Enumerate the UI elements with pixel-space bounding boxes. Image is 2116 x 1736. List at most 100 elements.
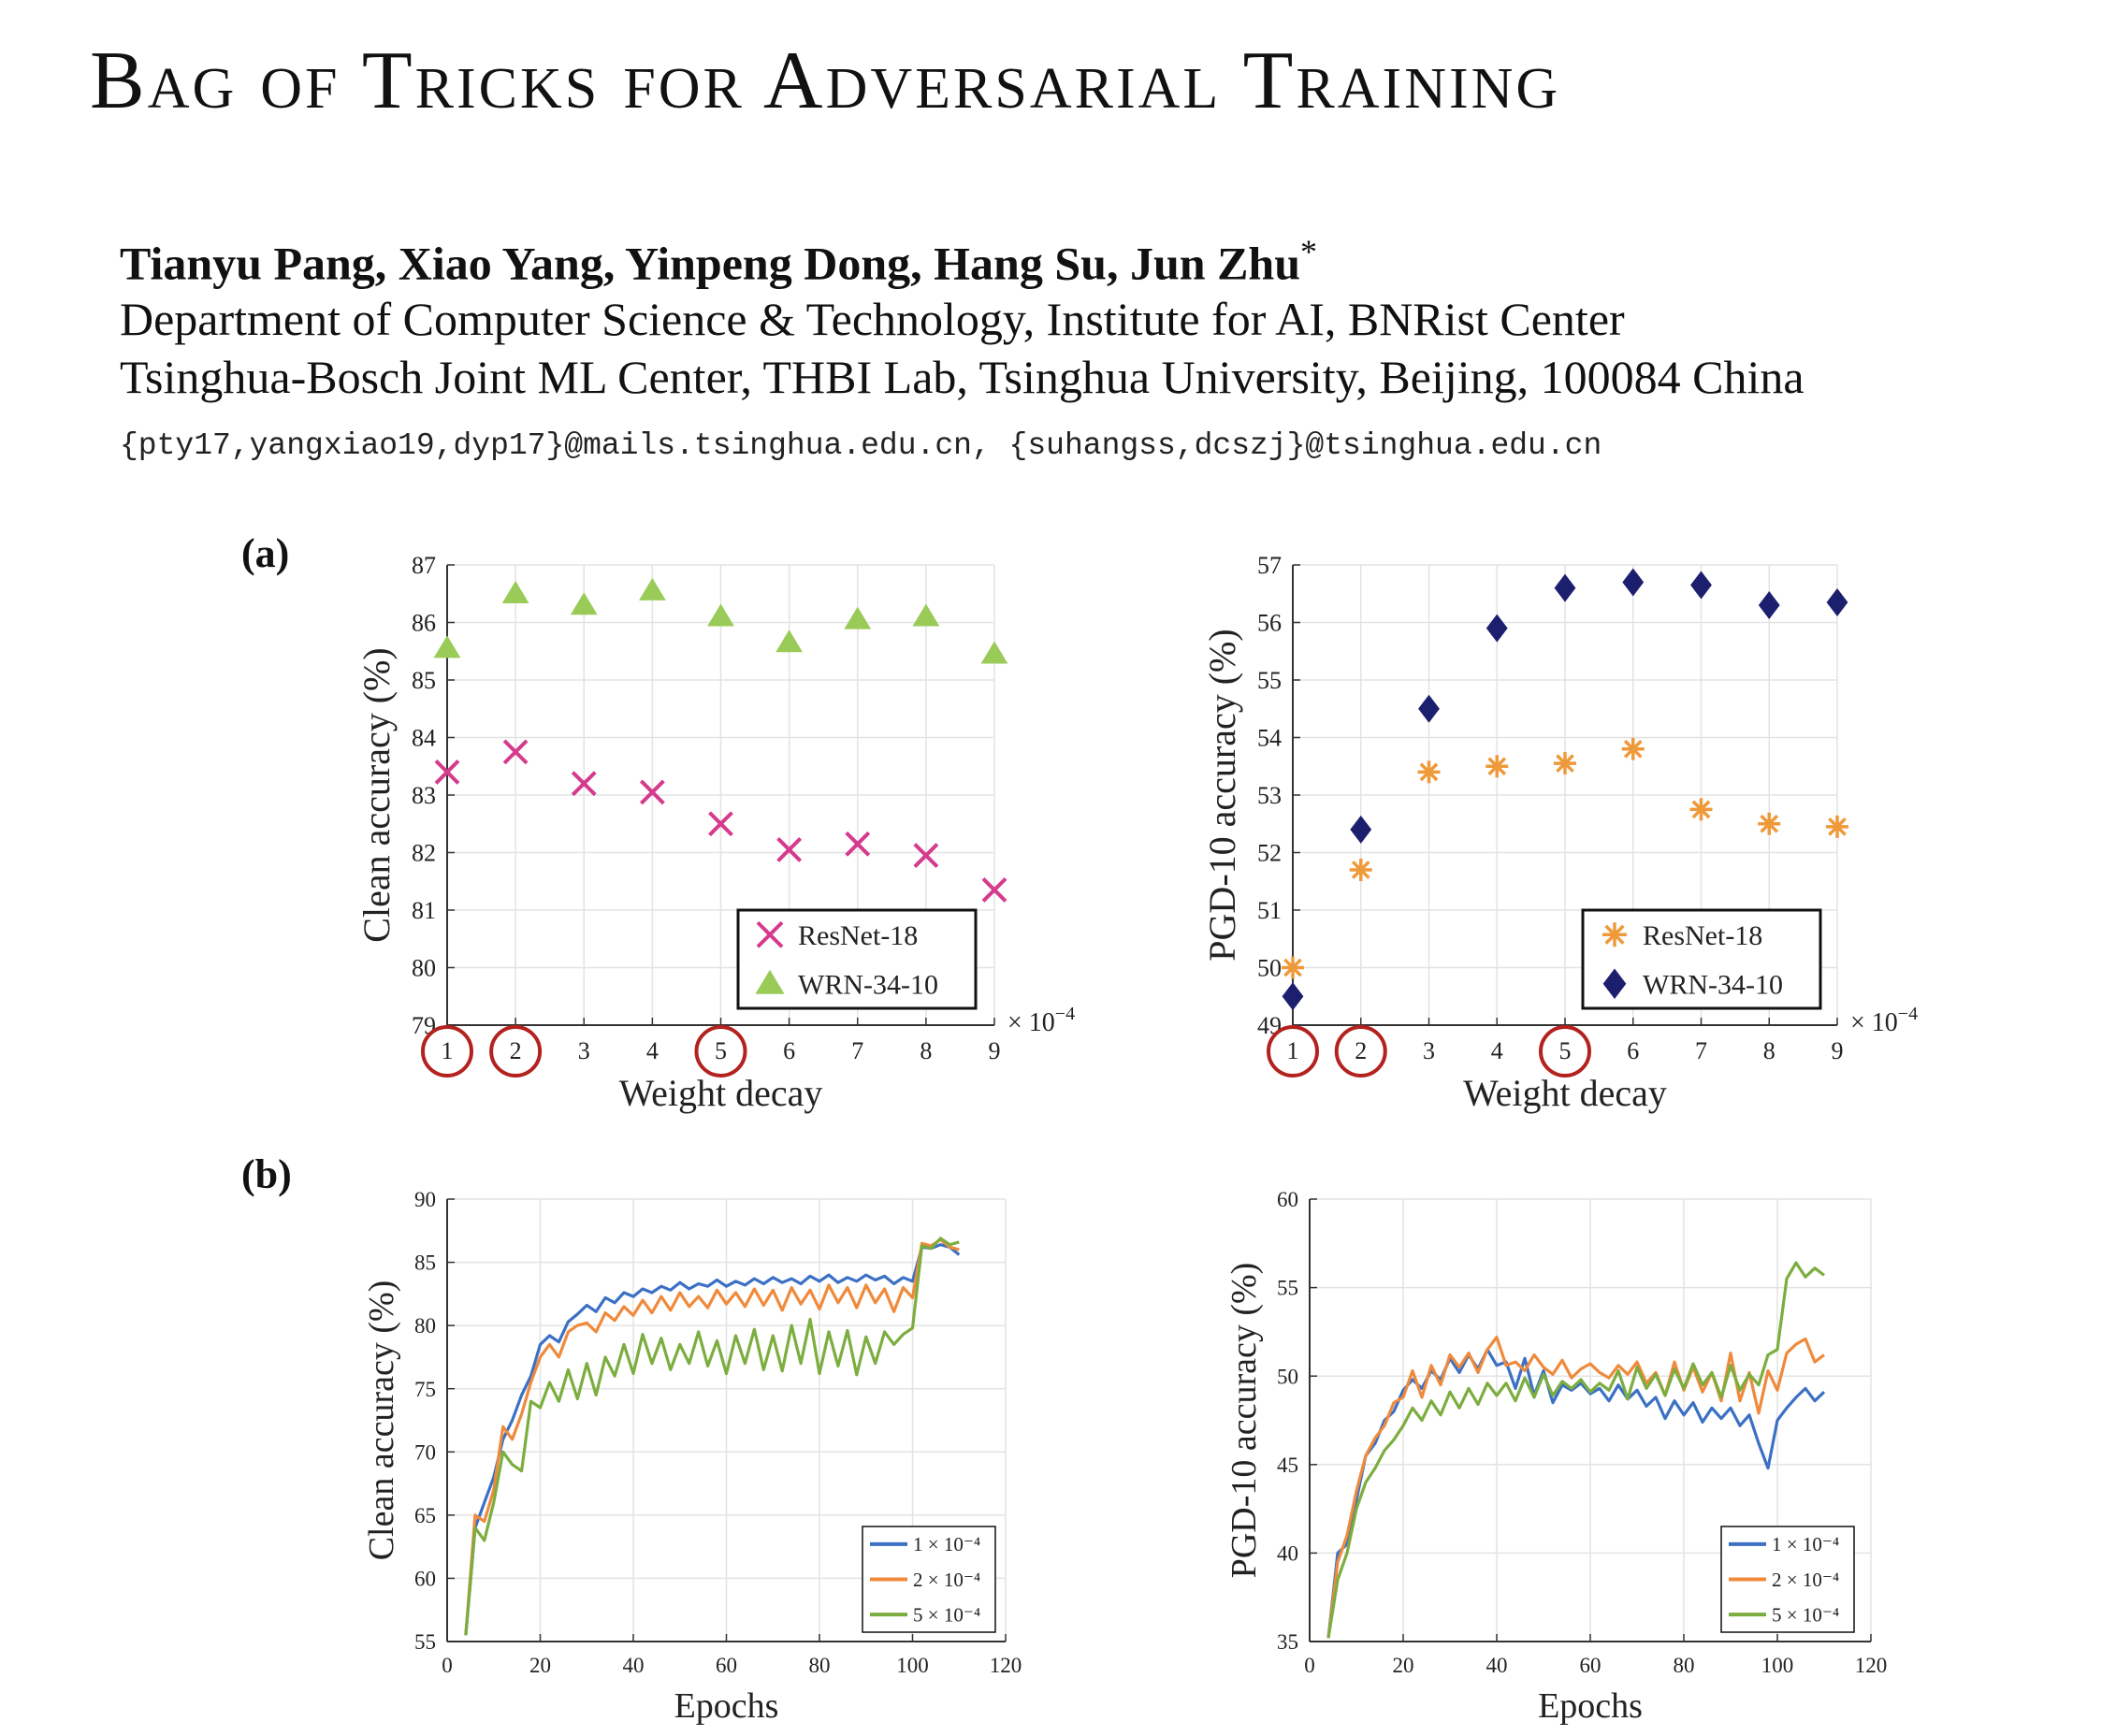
- x-tick-label: 100: [896, 1654, 929, 1677]
- y-axis-label: PGD-10 accuracy (%): [1201, 629, 1243, 961]
- x-axis-multiplier: × 10−4: [1007, 1004, 1075, 1037]
- x-axis-label: Epochs: [674, 1686, 779, 1726]
- data-point: [776, 837, 803, 862]
- x-tick-label: 60: [716, 1654, 737, 1677]
- x-tick-label: 3: [1423, 1037, 1435, 1064]
- data-point: [1602, 968, 1627, 999]
- data-point: [1486, 614, 1508, 643]
- panel-label-b: (b): [241, 1151, 292, 1197]
- y-tick-label: 51: [1257, 897, 1282, 924]
- series-3: [1326, 1261, 1825, 1639]
- x-tick-label: 40: [623, 1654, 645, 1677]
- series-line: [464, 1243, 961, 1636]
- data-point: [755, 969, 785, 994]
- x-multiplier-base: × 10: [1007, 1008, 1055, 1037]
- data-point: [1602, 922, 1627, 948]
- data-point: [1282, 982, 1304, 1011]
- y-tick-label: 54: [1257, 725, 1282, 752]
- paper-title: Bag of Tricks for Adversarial Training: [90, 36, 1561, 126]
- x-tick-label: 0: [1304, 1654, 1315, 1677]
- x-axis-label: Weight decay: [619, 1072, 823, 1114]
- x-tick-label: 7: [851, 1037, 863, 1064]
- y-tick-label: 85: [414, 1251, 436, 1275]
- data-point: [1418, 694, 1440, 723]
- y-tick-label: 81: [412, 897, 436, 924]
- series-2: [464, 1237, 960, 1636]
- y-tick-label: 80: [412, 955, 436, 982]
- series-1: [1326, 1348, 1826, 1639]
- legend-label: 2 × 10⁻⁴: [1772, 1569, 1839, 1591]
- data-point: [708, 811, 733, 837]
- y-tick-label: 50: [1277, 1365, 1298, 1388]
- data-point: [1350, 815, 1372, 844]
- data-point: [1554, 752, 1576, 775]
- y-axis-label: PGD-10 accuracy (%): [1225, 1263, 1264, 1579]
- data-point: [1622, 568, 1645, 597]
- series-line: [1326, 1261, 1825, 1639]
- data-point: [1417, 760, 1441, 784]
- x-tick-label: 9: [989, 1037, 1001, 1064]
- y-tick-label: 53: [1257, 782, 1282, 809]
- y-tick-label: 52: [1257, 840, 1282, 867]
- y-tick-label: 56: [1257, 610, 1282, 637]
- series-3: [464, 1237, 960, 1636]
- x-tick-label: 8: [1763, 1037, 1775, 1064]
- x-multiplier-exponent: −4: [1055, 1004, 1075, 1024]
- affiliation-line-2: Tsinghua-Bosch Joint ML Center, THBI Lab…: [120, 351, 1804, 403]
- legend-label: ResNet-18: [798, 920, 918, 951]
- y-axis-label: Clean accuracy (%): [355, 647, 398, 942]
- corresponding-author-mark: *: [1300, 233, 1318, 270]
- x-tick-label: 120: [990, 1654, 1022, 1677]
- tick-labels: 0 20 40 60 80 100 120 55 60 65 70 75 80 85 90: [414, 1188, 1022, 1677]
- data-point: [980, 641, 1008, 664]
- tick-labels: 0 20 40 60 80 100 120 35 40 45 50 55 60: [1277, 1188, 1887, 1677]
- x-tick-label: 7: [1695, 1037, 1707, 1064]
- author-emails: {pty17,yangxiao19,dyp17}@mails.tsinghua.…: [120, 428, 1602, 463]
- x-tick-label: 5: [715, 1037, 727, 1064]
- highlight-circle: [489, 1025, 543, 1078]
- y-tick-label: 55: [414, 1630, 436, 1654]
- legend-label: WRN-34-10: [1643, 969, 1783, 1000]
- author-names: Tianyu Pang, Xiao Yang, Yinpeng Dong, Ha…: [120, 237, 1301, 290]
- y-tick-label: 70: [414, 1440, 436, 1464]
- legend-label: ResNet-18: [1643, 920, 1762, 951]
- x-multiplier-base: × 10: [1850, 1008, 1898, 1037]
- x-tick-label: 1: [1287, 1037, 1299, 1064]
- data-point: [571, 771, 597, 797]
- data-point: [1690, 571, 1712, 600]
- x-tick-label: 6: [1627, 1037, 1639, 1064]
- data-point: [1282, 956, 1304, 979]
- y-tick-label: 45: [1277, 1454, 1298, 1477]
- y-tick-label: 85: [412, 667, 436, 694]
- y-tick-label: 87: [412, 552, 436, 579]
- x-tick-label: 1: [442, 1037, 454, 1064]
- x-tick-label: 80: [809, 1654, 831, 1677]
- series-2: [1282, 568, 1848, 1011]
- data-point: [1758, 812, 1781, 835]
- legend: 1 × 10⁻⁴ 2 × 10⁻⁴ 5 × 10⁻⁴: [1720, 1526, 1855, 1633]
- legend-label: WRN-34-10: [798, 969, 938, 1000]
- y-tick-label: 50: [1257, 955, 1282, 982]
- x-tick-label: 8: [920, 1037, 932, 1064]
- affiliation-line-1: Department of Computer Science & Technol…: [120, 293, 1625, 345]
- data-point: [775, 629, 804, 653]
- legend: ResNet-18 WRN-34-10: [1581, 908, 1822, 1010]
- x-tick-label: 4: [1491, 1037, 1503, 1064]
- legend-label: 5 × 10⁻⁴: [1772, 1604, 1839, 1627]
- legend-label: 1 × 10⁻⁴: [913, 1533, 980, 1555]
- data-point: [433, 635, 461, 658]
- legend: ResNet-18 WRN-34-10: [736, 908, 978, 1010]
- x-tick-label: 2: [510, 1037, 522, 1064]
- y-tick-label: 82: [412, 840, 436, 867]
- x-tick-label: 20: [1393, 1654, 1414, 1677]
- data-point: [981, 877, 1007, 903]
- series-2: [1326, 1335, 1825, 1639]
- x-tick-label: 9: [1832, 1037, 1844, 1064]
- y-tick-label: 83: [412, 782, 436, 809]
- data-point: [707, 603, 734, 627]
- y-tick-label: 55: [1257, 667, 1282, 694]
- data-point: [1621, 737, 1645, 760]
